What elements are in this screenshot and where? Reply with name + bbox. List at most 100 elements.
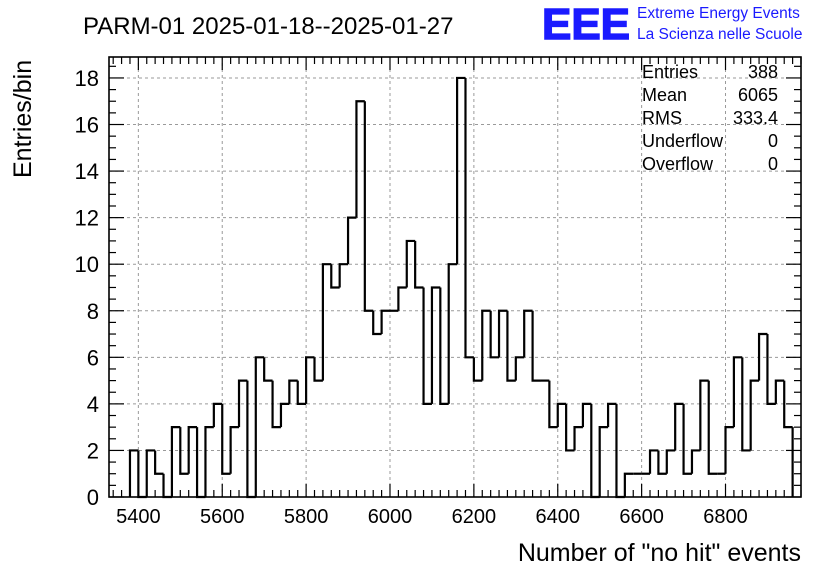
stats-label-mean: Mean xyxy=(642,85,687,105)
histogram-bin xyxy=(657,450,667,475)
x-tick-label: 6000 xyxy=(368,506,413,528)
histogram-bin xyxy=(288,379,298,404)
histogram-bin xyxy=(447,263,458,404)
histogram-bin xyxy=(548,380,558,429)
histogram-bin xyxy=(372,310,382,336)
histogram-bin xyxy=(279,402,290,428)
histogram-bin xyxy=(380,309,390,335)
y-tick-label: 8 xyxy=(87,299,99,324)
histogram-bin xyxy=(414,240,424,289)
eee-logo: EEE Extreme Energy Events La Scienza nel… xyxy=(541,0,802,50)
histogram-bin xyxy=(212,402,223,428)
y-tick-label: 6 xyxy=(87,345,99,370)
eee-logo-line1: Extreme Energy Events xyxy=(637,5,800,22)
y-tick-label: 2 xyxy=(87,438,99,463)
stats-value-underflow: 0 xyxy=(768,131,778,151)
histogram-bin xyxy=(162,473,172,499)
y-tick-label: 12 xyxy=(75,206,99,231)
histogram-bin xyxy=(749,379,760,451)
histogram-bin xyxy=(489,310,500,359)
histogram-bin xyxy=(422,287,432,405)
histogram-bin xyxy=(556,402,567,428)
histogram-bin xyxy=(741,357,751,452)
histogram-bin xyxy=(179,427,189,475)
histogram-bin xyxy=(363,101,374,312)
histogram-bin xyxy=(254,356,265,497)
histogram-bin xyxy=(305,356,315,404)
histogram-bin xyxy=(296,380,307,405)
histogram-bin xyxy=(154,450,164,475)
histogram-bin xyxy=(170,426,181,497)
histogram-bin xyxy=(732,356,743,428)
histogram-bin xyxy=(665,449,676,474)
histogram-bin xyxy=(321,263,332,381)
histogram-bin xyxy=(346,216,357,265)
histogram-bin xyxy=(648,449,659,474)
x-tick-label: 6600 xyxy=(619,506,664,528)
eee-logo-mark: EEE xyxy=(542,0,630,49)
histogram-bin xyxy=(707,380,718,475)
histogram-bin xyxy=(674,402,684,451)
grid-lines xyxy=(109,57,801,497)
histogram-bin xyxy=(145,449,156,497)
histogram-bin xyxy=(472,357,483,382)
histogram-bin xyxy=(246,380,256,499)
y-tick-label: 16 xyxy=(75,113,99,138)
histogram-bin xyxy=(137,450,147,499)
histogram-bin xyxy=(757,332,768,381)
histogram-bin xyxy=(514,356,525,381)
histogram-bin xyxy=(430,286,441,404)
x-axis-ticks: 5400 5600 5800 6000 6200 6400 6600 6800 xyxy=(112,57,802,528)
histogram-bin xyxy=(481,309,491,381)
histogram-bin xyxy=(229,426,240,474)
histogram-bin xyxy=(195,427,206,499)
x-tick-label: 6800 xyxy=(703,506,748,528)
histogram-bin xyxy=(439,287,449,405)
x-tick-label: 6200 xyxy=(452,506,497,528)
stats-value-rms: 333.4 xyxy=(733,108,778,128)
histogram-bin xyxy=(237,379,248,428)
stats-value-entries: 388 xyxy=(748,62,778,82)
histogram-bin xyxy=(464,77,474,359)
x-tick-label: 6400 xyxy=(536,506,581,528)
y-tick-label: 10 xyxy=(75,252,99,277)
histogram-bin xyxy=(581,402,592,428)
histogram-bin xyxy=(606,402,617,428)
x-tick-label: 5400 xyxy=(116,506,161,528)
stats-value-mean: 6065 xyxy=(738,85,778,105)
stats-box: Entries 388 Mean 6065 RMS 333.4 Underflo… xyxy=(642,62,778,174)
histogram-bin xyxy=(204,426,214,497)
stats-label-underflow: Underflow xyxy=(642,131,724,151)
histogram-bars xyxy=(128,76,794,499)
histogram-bin xyxy=(699,379,709,451)
histogram-bin xyxy=(313,357,323,382)
histogram-bin xyxy=(397,286,407,311)
eee-logo-line2: La Scienza nelle Scuole xyxy=(637,26,802,43)
y-tick-label: 4 xyxy=(87,392,99,417)
stats-label-rms: RMS xyxy=(642,108,682,128)
histogram-bin xyxy=(128,449,139,497)
histogram-bin xyxy=(455,76,466,265)
histogram-bin xyxy=(766,334,776,405)
stats-value-overflow: 0 xyxy=(768,154,778,174)
x-tick-label: 5600 xyxy=(200,506,245,528)
histogram-bin xyxy=(497,309,508,358)
x-tick-label: 5800 xyxy=(284,506,329,528)
histogram-bin xyxy=(531,310,541,382)
chart-title: PARM-01 2025-01-18--2025-01-27 xyxy=(83,13,453,40)
histogram-bin xyxy=(783,380,793,429)
y-tick-label: 14 xyxy=(75,159,99,184)
stats-label-overflow: Overflow xyxy=(642,154,714,174)
histogram-bin xyxy=(355,100,365,218)
y-axis-label: Entries/bin xyxy=(9,60,37,178)
histogram-bin xyxy=(271,380,281,429)
stats-label-entries: Entries xyxy=(642,62,698,82)
histogram-bin xyxy=(774,379,785,404)
histogram-bin xyxy=(263,357,273,382)
histogram-bin xyxy=(682,403,692,475)
histogram-bin xyxy=(598,426,609,497)
y-axis-ticks: 0 2 4 6 8 10 12 14 16 18 xyxy=(75,65,801,510)
x-axis-label: Number of "no hit" events xyxy=(518,539,801,567)
histogram-bin xyxy=(330,264,340,289)
